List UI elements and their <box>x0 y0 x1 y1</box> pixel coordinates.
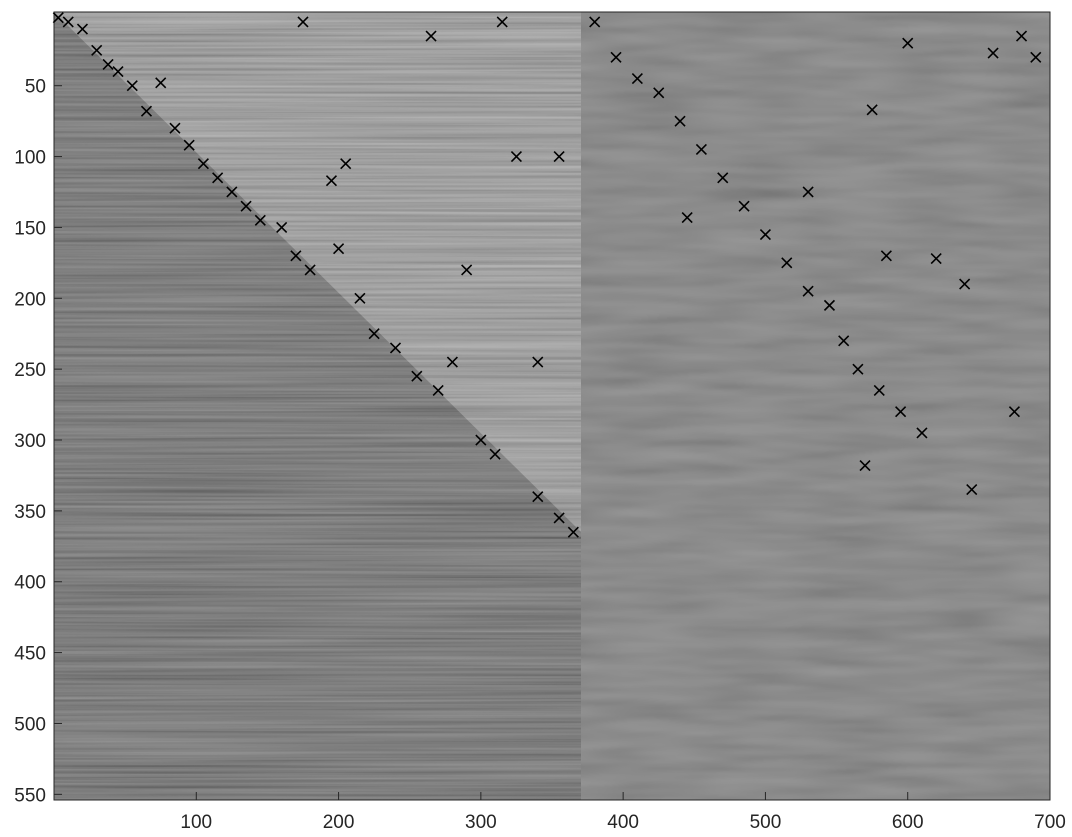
marker <box>446 356 458 368</box>
marker <box>425 30 437 42</box>
marker <box>102 58 114 71</box>
marker <box>304 264 316 276</box>
y-tick-label: 200 <box>14 289 46 310</box>
marker <box>461 264 473 276</box>
x-tick-label: 600 <box>892 812 924 833</box>
x-tick-label: 300 <box>465 812 497 833</box>
x-tick-label: 700 <box>1034 812 1066 833</box>
marker <box>475 434 487 446</box>
y-tick-label: 350 <box>14 502 46 523</box>
marker <box>340 158 352 170</box>
axes-box <box>53 11 1051 801</box>
marker <box>389 342 402 354</box>
marker <box>432 384 444 396</box>
x-tick-label: 200 <box>323 812 355 833</box>
y-tick-label: 550 <box>14 785 46 806</box>
marker <box>553 512 565 524</box>
marker <box>297 16 309 28</box>
y-tick-label: 450 <box>14 644 46 665</box>
marker <box>631 73 643 85</box>
marker <box>987 47 999 59</box>
x-tick-label: 100 <box>180 812 212 833</box>
marker <box>91 44 103 56</box>
marker <box>212 172 224 184</box>
marker <box>653 87 665 99</box>
marker <box>290 250 302 262</box>
y-tick-label: 150 <box>14 218 46 239</box>
marker <box>966 484 978 496</box>
marker <box>681 211 693 224</box>
marker <box>354 292 366 304</box>
marker <box>802 285 814 297</box>
marker <box>589 16 601 28</box>
marker <box>880 250 892 262</box>
marker <box>112 65 124 78</box>
marker <box>368 328 380 340</box>
marker <box>930 253 942 265</box>
marker <box>759 228 771 241</box>
marker <box>823 299 836 311</box>
marker <box>717 172 729 184</box>
x-tick-label: 500 <box>750 812 782 833</box>
marker <box>695 143 707 156</box>
marker <box>866 104 878 116</box>
y-tick-label: 100 <box>14 148 46 169</box>
image-background <box>54 12 1050 800</box>
marker <box>738 200 750 212</box>
y-tick-label: 300 <box>14 431 46 452</box>
x-tick-label: 400 <box>607 812 639 833</box>
marker <box>155 77 167 89</box>
marker <box>62 16 74 28</box>
marker <box>873 384 885 396</box>
marker <box>197 158 209 170</box>
marker <box>1008 406 1020 418</box>
y-tick-label: 500 <box>14 714 46 735</box>
marker <box>254 214 266 226</box>
marker <box>226 186 238 198</box>
marker <box>183 139 195 151</box>
marker <box>411 370 423 382</box>
marker <box>674 115 686 127</box>
marker <box>781 257 793 269</box>
marker <box>532 356 544 368</box>
marker <box>76 23 89 35</box>
marker <box>510 150 522 163</box>
marker <box>140 105 153 117</box>
y-tick-label: 250 <box>14 360 46 381</box>
marker <box>895 406 907 418</box>
marker <box>610 51 622 63</box>
marker <box>553 150 565 163</box>
marker <box>169 122 181 134</box>
marker <box>838 335 850 347</box>
marker <box>1030 51 1042 63</box>
marker <box>802 186 814 198</box>
marker <box>902 37 914 49</box>
marker <box>1015 30 1028 42</box>
marker <box>959 278 971 290</box>
y-tick-label: 400 <box>14 573 46 594</box>
marker <box>532 491 544 503</box>
marker <box>333 243 345 255</box>
marker <box>276 221 288 233</box>
marker <box>126 80 138 92</box>
marker <box>240 200 252 212</box>
marker <box>496 16 508 28</box>
marker <box>52 12 64 24</box>
marker <box>567 526 579 538</box>
marker <box>852 363 864 375</box>
marker <box>916 427 928 439</box>
y-tick-label: 50 <box>25 77 46 98</box>
marker <box>489 448 501 460</box>
marker <box>859 459 871 472</box>
marker <box>325 175 338 187</box>
